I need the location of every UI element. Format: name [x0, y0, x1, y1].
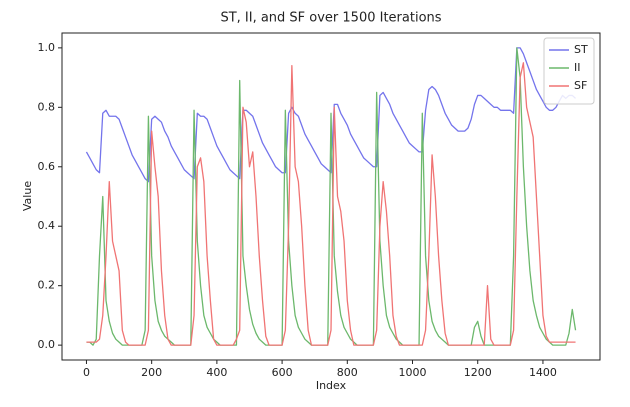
- series-line: [85, 47, 576, 183]
- y-tick-label: 1.0: [38, 41, 56, 54]
- legend-label: ST: [574, 43, 588, 56]
- x-tick-label: 1400: [529, 366, 557, 379]
- y-tick-label: 0.2: [38, 279, 56, 292]
- axes-frame: [61, 32, 601, 361]
- y-tick-label: 0.6: [38, 160, 56, 173]
- y-tick-label: 0.8: [38, 100, 56, 113]
- x-tick-label: 200: [141, 366, 162, 379]
- x-tick-label: 1200: [464, 366, 492, 379]
- chart-title: ST, II, and SF over 1500 Iterations: [220, 11, 441, 26]
- legend-label: II: [574, 61, 581, 74]
- x-tick-label: 800: [337, 366, 358, 379]
- legend-box: [543, 37, 595, 105]
- series-line: [86, 62, 576, 346]
- x-tick-label: 600: [272, 366, 293, 379]
- y-tick-label: 0.4: [38, 219, 56, 232]
- y-axis-label: Value: [21, 181, 34, 211]
- x-tick-label: 0: [83, 366, 90, 379]
- x-tick-label: 1000: [399, 366, 427, 379]
- x-axis-label: Index: [316, 379, 347, 392]
- y-tick-label: 0.0: [38, 338, 56, 351]
- legend-label: SF: [574, 79, 587, 92]
- x-tick-label: 400: [206, 366, 227, 379]
